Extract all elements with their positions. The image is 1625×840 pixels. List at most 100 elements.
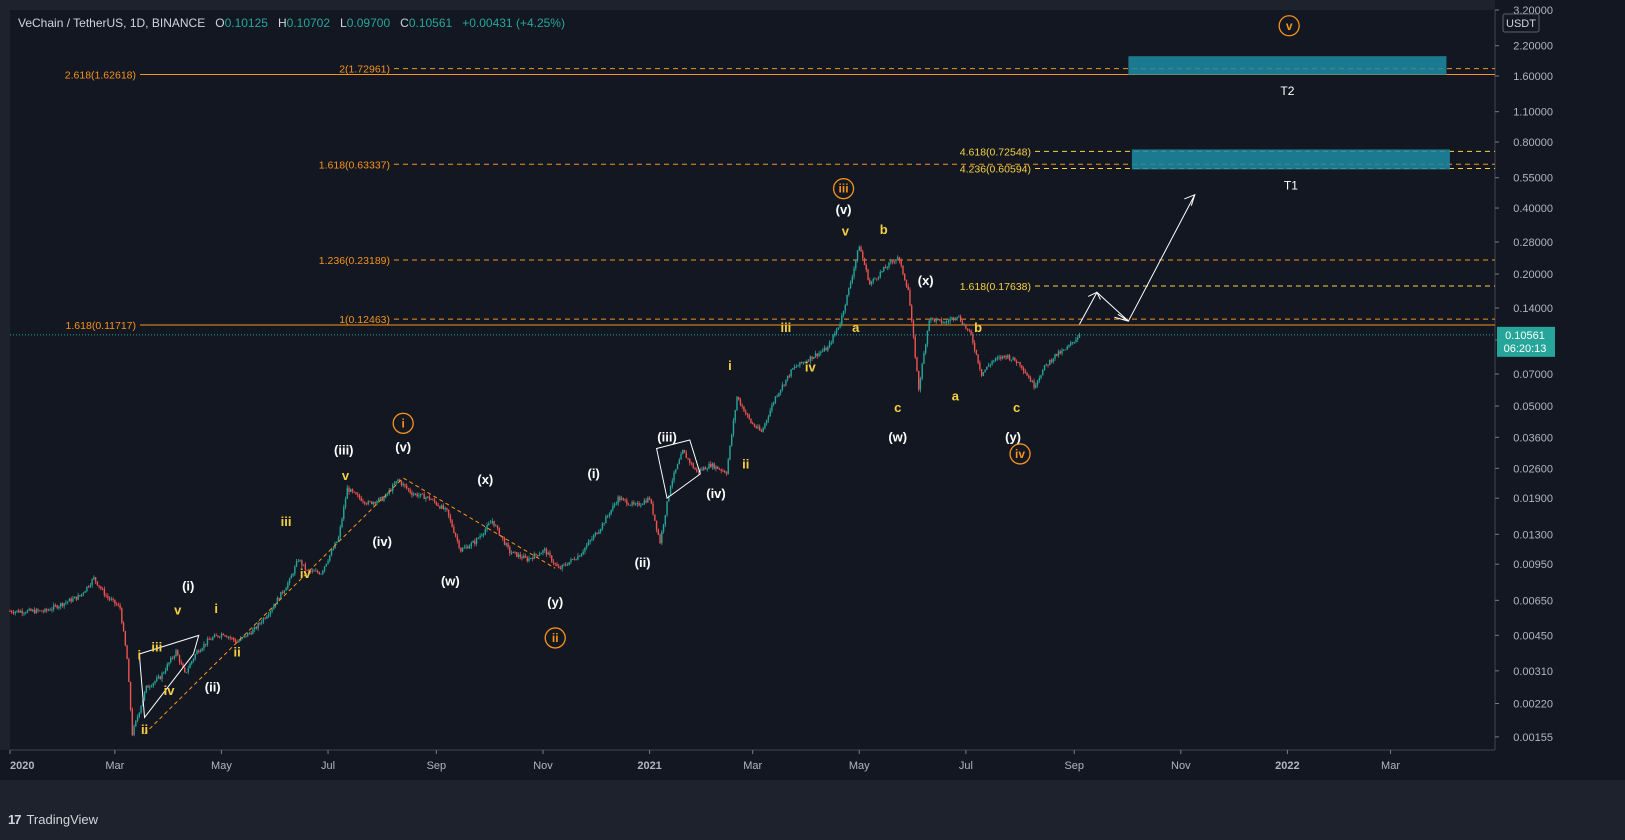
candle-body bbox=[634, 504, 637, 505]
wave-label: a bbox=[852, 320, 860, 335]
wave-label: a bbox=[952, 388, 960, 403]
wave-label: (iii) bbox=[657, 429, 677, 444]
candle-body bbox=[180, 662, 182, 664]
symbol-title[interactable]: VeChain / TetherUS, 1D, BINANCE bbox=[18, 16, 206, 30]
candle-body bbox=[136, 716, 139, 721]
candle-body bbox=[627, 504, 630, 506]
candle-body bbox=[63, 603, 65, 606]
candle-body bbox=[834, 333, 836, 336]
candle-body bbox=[357, 494, 359, 496]
candle-body bbox=[692, 463, 694, 468]
candle-body bbox=[924, 344, 927, 354]
candle-body bbox=[185, 671, 188, 673]
candle-body bbox=[231, 637, 233, 639]
candle-body bbox=[121, 608, 123, 623]
fib-level-label: 1.618(0.17638) bbox=[960, 281, 1031, 293]
candle-body bbox=[814, 353, 817, 357]
wave-label: (v) bbox=[395, 440, 411, 455]
candle-body bbox=[544, 548, 546, 551]
candle-body bbox=[619, 496, 621, 501]
candle-body bbox=[467, 546, 469, 549]
candle-body bbox=[685, 452, 687, 459]
candle-body bbox=[246, 633, 249, 637]
plot-area bbox=[10, 10, 1495, 750]
candle-body bbox=[811, 356, 813, 359]
candle-body bbox=[398, 479, 401, 482]
candle-body bbox=[23, 613, 25, 614]
candle-body bbox=[722, 470, 724, 472]
candle-body bbox=[435, 502, 438, 505]
candle-body bbox=[11, 611, 13, 613]
candle-body bbox=[979, 362, 981, 370]
candle-body bbox=[278, 597, 280, 600]
candle-body bbox=[168, 662, 170, 665]
candle-body bbox=[156, 677, 158, 682]
candle-body bbox=[1047, 364, 1049, 366]
candle-body bbox=[306, 569, 308, 571]
candle-body bbox=[269, 611, 272, 615]
candle-body bbox=[514, 551, 516, 553]
candle-body bbox=[807, 360, 810, 362]
candle-body bbox=[865, 264, 867, 270]
y-tick-label: 0.00950 bbox=[1513, 559, 1553, 571]
candle-body bbox=[266, 616, 268, 619]
candle-body bbox=[18, 610, 20, 613]
y-tick-label: 2.20000 bbox=[1513, 41, 1553, 53]
wave-label: (ii) bbox=[205, 679, 221, 694]
low-label: L bbox=[340, 16, 347, 30]
candle-body bbox=[673, 472, 675, 481]
candle-body bbox=[638, 502, 640, 506]
candle-body bbox=[107, 596, 109, 598]
footer-brand[interactable]: 17 TradingView bbox=[8, 812, 98, 827]
candle-body bbox=[133, 726, 135, 736]
fib-level-label: 2(1.72961) bbox=[339, 64, 390, 76]
candle-body bbox=[346, 487, 348, 500]
candle-body bbox=[1026, 372, 1028, 376]
candle-body bbox=[447, 509, 450, 516]
candle-body bbox=[299, 560, 301, 562]
candle-body bbox=[799, 362, 801, 366]
candle-body bbox=[764, 423, 766, 429]
candle-body bbox=[220, 633, 223, 637]
candle-body bbox=[454, 532, 457, 537]
candle-body bbox=[280, 591, 282, 600]
candle-body bbox=[989, 364, 992, 366]
candle-body bbox=[206, 639, 209, 645]
candle-body bbox=[54, 605, 57, 606]
candle-body bbox=[33, 609, 36, 614]
candle-body bbox=[232, 637, 235, 640]
candle-body bbox=[657, 529, 660, 535]
candle-body bbox=[1049, 360, 1051, 366]
candle-body bbox=[89, 585, 92, 587]
candle-body bbox=[877, 277, 880, 279]
candle-body bbox=[921, 363, 923, 379]
candle-body bbox=[245, 635, 247, 637]
candle-body bbox=[863, 258, 866, 265]
candle-body bbox=[105, 595, 107, 597]
candle-body bbox=[601, 523, 604, 530]
candle-body bbox=[526, 557, 528, 562]
y-tick-label: 0.00220 bbox=[1513, 698, 1553, 710]
candle-body bbox=[748, 414, 750, 419]
candle-body bbox=[837, 327, 840, 330]
candle-body bbox=[362, 500, 364, 502]
candle-body bbox=[907, 286, 909, 291]
candle-body bbox=[998, 357, 1000, 358]
candle-body bbox=[645, 500, 647, 503]
candle-body bbox=[82, 592, 85, 594]
x-tick-label: Nov bbox=[533, 760, 553, 772]
candle-body bbox=[1054, 353, 1056, 359]
candle-body bbox=[421, 493, 424, 495]
candle-body bbox=[44, 609, 46, 612]
candle-body bbox=[383, 497, 385, 501]
candle-body bbox=[512, 551, 514, 554]
candle-body bbox=[975, 350, 978, 355]
candle-body bbox=[846, 294, 848, 305]
candle-body bbox=[629, 505, 632, 506]
candle-body bbox=[198, 650, 200, 653]
close-label: C bbox=[400, 16, 409, 30]
y-tick-label: 0.01900 bbox=[1513, 493, 1553, 505]
candle-body bbox=[112, 599, 114, 600]
candle-body bbox=[577, 555, 579, 560]
